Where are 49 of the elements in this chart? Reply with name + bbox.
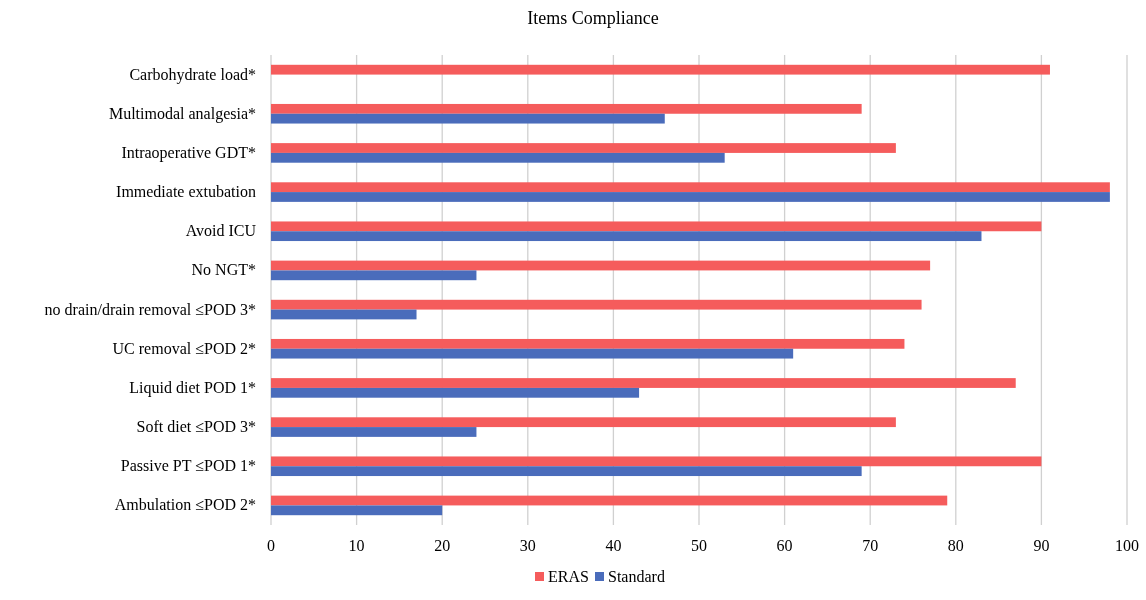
x-tick-label: 100 [1115,537,1139,554]
y-tick-label: no drain/drain removal ≤POD 3* [44,300,256,318]
bar [271,495,948,506]
bar [271,192,1110,202]
x-tick-label: 50 [691,537,707,554]
bar [271,221,1042,232]
bar [271,270,477,281]
y-tick-label: Liquid diet POD 1* [129,378,256,397]
x-tick-label: 20 [434,537,451,554]
bar [271,152,725,163]
bar [271,417,896,428]
bar [271,231,982,242]
x-tick-label: 90 [1033,537,1050,554]
y-tick-label: UC removal ≤POD 2* [112,339,256,357]
bar [271,338,905,349]
x-tick-label: 70 [862,537,879,554]
chart-title: Items Compliance [527,8,659,28]
bar [271,466,862,477]
legend-label: ERAS [548,568,589,585]
y-tick-label: Multimodal analgesia* [108,104,256,123]
y-tick-label: Ambulation ≤POD 2* [114,496,256,514]
x-tick-label: 40 [605,537,622,554]
y-tick-label: No NGT* [191,261,256,279]
bar [271,309,417,320]
y-tick-label: Immediate extubation [116,183,256,201]
x-tick-label: 60 [776,537,793,554]
x-tick-label: 0 [267,537,275,554]
bar [271,260,931,271]
legend-label: Standard [608,568,665,585]
bar [271,348,794,359]
bar [271,113,665,124]
bar [271,505,443,516]
bar [271,103,862,114]
bar [271,427,477,437]
x-tick-label: 10 [348,537,365,554]
x-tick-label: 80 [947,537,964,554]
bar [271,299,922,310]
y-tick-label: Intraoperative GDT* [121,143,256,162]
x-tick-label: 30 [519,537,536,554]
bar [271,182,1110,193]
bar [271,378,1016,388]
y-tick-label: Passive PT ≤POD 1* [120,457,256,475]
y-tick-label: Avoid ICU [185,222,257,240]
y-tick-label: Carbohydrate load* [129,65,256,84]
y-tick-label: Soft diet ≤POD 3* [136,418,256,436]
bar [271,456,1042,467]
bar [271,64,1050,75]
bar [271,143,896,153]
bar [271,387,640,398]
